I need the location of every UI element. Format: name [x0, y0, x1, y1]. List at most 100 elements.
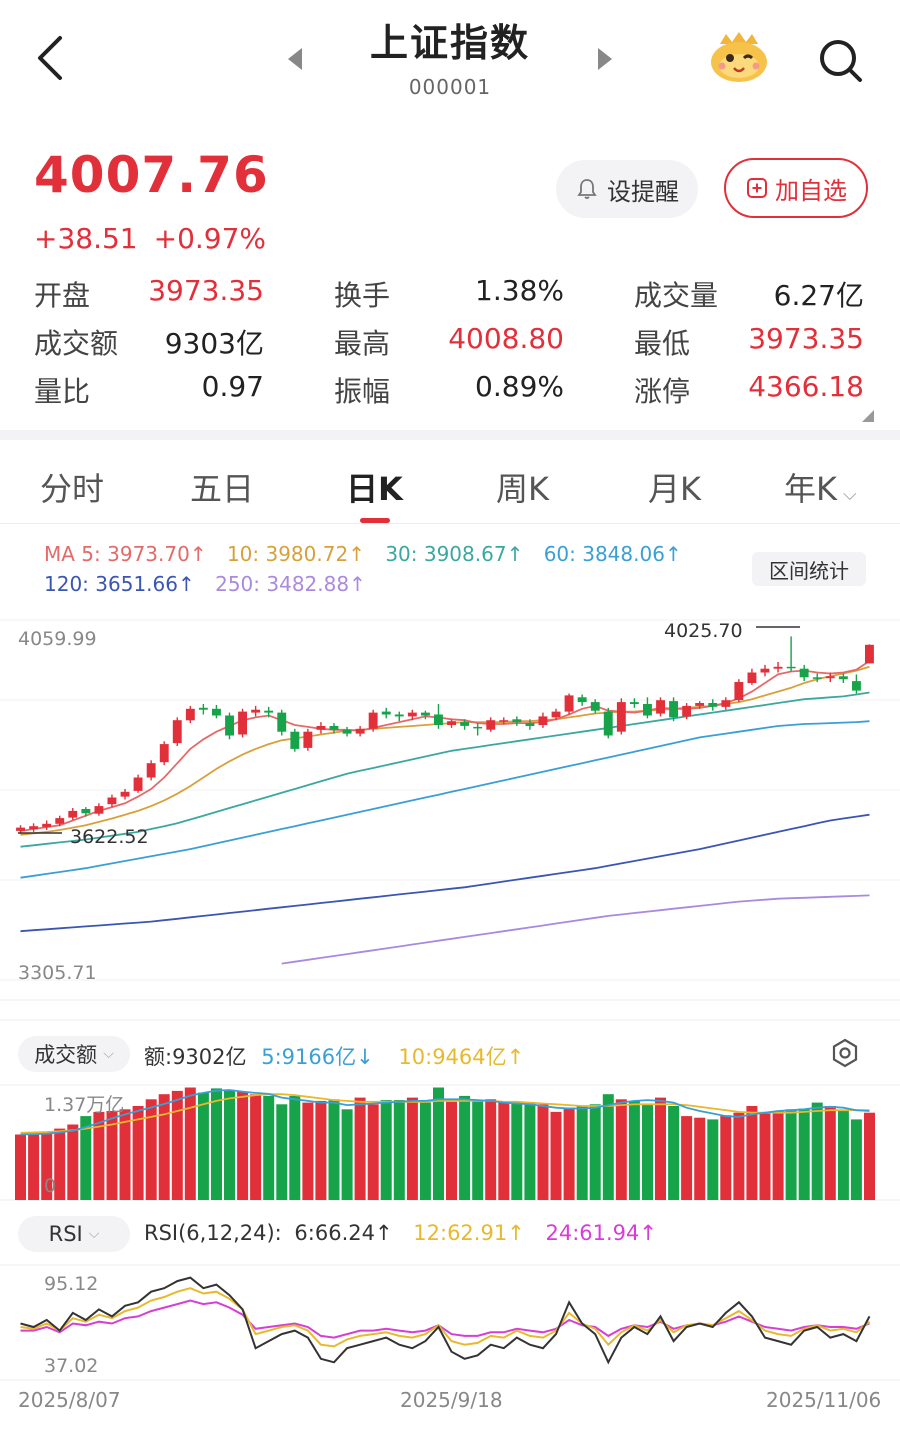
rsi-lines: [20, 1276, 871, 1365]
volume-bar: [864, 1112, 875, 1200]
title-block: 上证指数 000001: [320, 12, 580, 99]
rsi-axis-bottom: 37.02: [44, 1355, 98, 1377]
volume-ma5: 5:9166亿↓: [261, 1045, 374, 1069]
ma-lines: [20, 660, 870, 965]
date-axis: 2025/8/07 2025/9/18 2025/11/06: [0, 1388, 900, 1418]
candle-body: [434, 714, 443, 725]
volume-bar: [393, 1100, 405, 1200]
volume-bar: [642, 1103, 653, 1200]
volume-bar: [250, 1094, 262, 1200]
stat-value: 9303亿: [164, 327, 264, 360]
next-arrow-icon[interactable]: [594, 46, 616, 72]
volume-bar: [211, 1088, 222, 1200]
candle-body: [786, 666, 796, 669]
candle-body: [590, 702, 600, 711]
low-label: 3622.52: [70, 826, 149, 848]
volume-bar: [550, 1111, 562, 1200]
volume-bar: [824, 1106, 836, 1200]
candle-body: [159, 744, 169, 763]
ma250-label: 250: 3482.88↑: [215, 572, 366, 596]
candle-body: [499, 720, 509, 722]
date-end: 2025/11/06: [766, 1388, 882, 1412]
candle-body: [81, 809, 91, 814]
candle-body: [329, 726, 339, 730]
tab-yearly-k[interactable]: 年K ⌵: [784, 464, 857, 510]
chevron-down-icon: ⌵: [843, 484, 857, 505]
tab-weekly-k[interactable]: 周K: [496, 470, 549, 508]
rsi-r24-line: [20, 1299, 870, 1339]
stat-label: 开盘: [34, 279, 91, 312]
candle-body: [865, 644, 874, 664]
candle-body: [238, 711, 247, 735]
volume-bar: [707, 1119, 719, 1200]
volume-bar: [276, 1104, 288, 1200]
rsi-selector[interactable]: RSI ⌵: [18, 1216, 130, 1252]
back-icon[interactable]: [28, 30, 76, 86]
volume-bar: [145, 1099, 157, 1200]
volume-bar: [419, 1102, 431, 1200]
page-title: 上证指数: [369, 21, 530, 65]
candle-body: [146, 763, 156, 778]
candle-body: [616, 702, 626, 732]
volume-bar: [132, 1106, 144, 1200]
mascot-icon[interactable]: [706, 30, 772, 86]
volume-bar: [93, 1111, 105, 1200]
volume-bar: [54, 1128, 66, 1200]
stat-value: 1.38%: [475, 274, 564, 307]
add-watchlist-button[interactable]: 加自选: [724, 158, 868, 218]
ma5-label: MA 5: 3973.70↑: [44, 542, 207, 566]
volume-bars: [15, 1087, 875, 1200]
rsi24-value: 24:61.94↑: [545, 1221, 657, 1245]
volume-bar: [119, 1109, 131, 1200]
stat-value: 0.97: [201, 370, 264, 403]
volume-bar: [785, 1109, 797, 1200]
stats-grid: 开盘 3973.35 换手 1.38% 成交量 6.27亿 成交额 9303亿 …: [34, 270, 866, 414]
period-tabs: 分时 五日 日K 周K 月K 年K ⌵: [0, 452, 900, 524]
ma30-line: [20, 691, 870, 848]
tab-intraday[interactable]: 分时: [40, 470, 105, 508]
volume-bar: [628, 1100, 640, 1200]
volume-bar: [302, 1102, 314, 1200]
stat-value: 3973.35: [748, 322, 864, 355]
candle-body: [695, 703, 705, 706]
volume-bar: [537, 1104, 549, 1200]
volume-bar: [406, 1097, 418, 1200]
volume-bar: [28, 1133, 40, 1200]
volume-bar: [694, 1117, 706, 1200]
candle-body: [55, 818, 65, 824]
rsi-r6-line: [20, 1276, 871, 1365]
candle-body: [669, 701, 678, 718]
volume-bar: [328, 1099, 340, 1200]
range-stats-button[interactable]: 区间统计: [752, 552, 866, 586]
volume-bar: [446, 1101, 457, 1200]
rsi12-value: 12:62.91↑: [413, 1221, 525, 1245]
volume-bar: [837, 1111, 849, 1200]
kline-chart[interactable]: 4059.99 3305.71 4025.70 3622.52 1.37万亿 0…: [0, 600, 900, 1410]
tab-monthly-k[interactable]: 月K: [648, 470, 701, 508]
volume-bar: [315, 1100, 327, 1200]
volume-bar: [15, 1134, 26, 1200]
volume-selector[interactable]: 成交额 ⌵: [18, 1036, 130, 1072]
volume-bar: [158, 1094, 170, 1200]
set-alert-button[interactable]: 设提醒: [556, 160, 698, 218]
expand-corner-icon[interactable]: [862, 410, 874, 422]
tab-daily-k[interactable]: 日K: [346, 470, 403, 508]
volume-bar: [759, 1112, 771, 1200]
tab-five-day[interactable]: 五日: [190, 470, 255, 508]
high-label: 4025.70: [664, 620, 743, 642]
volume-bar: [354, 1097, 366, 1200]
settings-icon[interactable]: [830, 1038, 860, 1068]
volume-bar: [485, 1099, 497, 1200]
bell-icon: [577, 179, 597, 199]
volume-bar: [224, 1090, 235, 1200]
volume-bar: [80, 1116, 92, 1200]
prev-arrow-icon[interactable]: [284, 46, 306, 72]
plus-box-icon: [747, 178, 767, 198]
stat-label: 成交量: [634, 279, 719, 312]
volume-current: 额:9302亿: [144, 1045, 247, 1069]
candle-body: [316, 726, 326, 730]
volume-ma10: 10:9464亿↑: [398, 1045, 525, 1069]
search-icon[interactable]: [814, 34, 866, 86]
ma250-line: [281, 894, 870, 965]
candle-body: [799, 668, 809, 678]
